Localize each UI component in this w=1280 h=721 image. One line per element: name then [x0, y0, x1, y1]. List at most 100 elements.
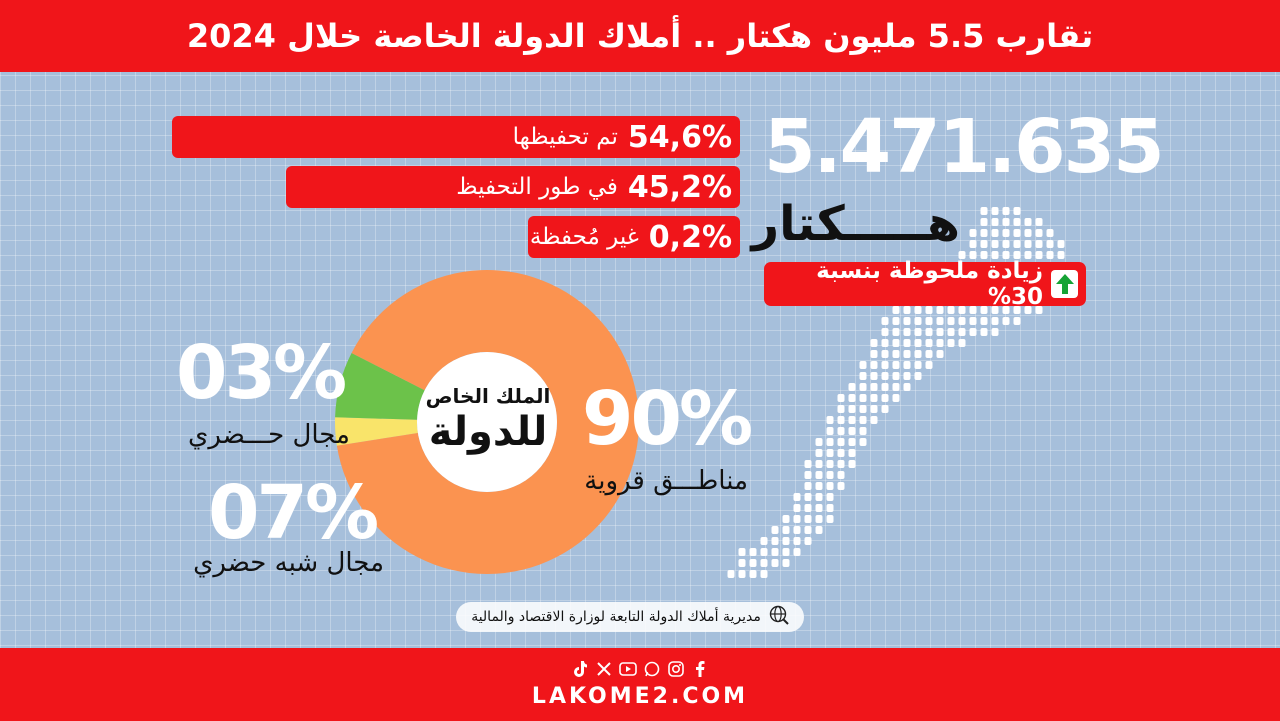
map-dot	[848, 449, 856, 457]
map-dot	[1013, 306, 1021, 314]
map-dot	[870, 416, 878, 424]
map-dot	[914, 339, 922, 347]
map-dot	[749, 548, 757, 556]
map-dot	[892, 372, 900, 380]
map-dot	[1057, 240, 1065, 248]
map-dot	[782, 548, 790, 556]
map-dot	[881, 361, 889, 369]
map-dot	[914, 328, 922, 336]
map-dot	[727, 570, 735, 578]
map-dot	[848, 394, 856, 402]
facebook-icon[interactable]	[691, 660, 709, 678]
map-dot	[793, 493, 801, 501]
map-dot	[1002, 218, 1010, 226]
map-dot	[815, 449, 823, 457]
map-dot	[892, 383, 900, 391]
map-dot	[793, 504, 801, 512]
donut-center-title: الملك الخاص للدولة	[408, 384, 568, 456]
map-dot	[980, 328, 988, 336]
source-text: مديرية أملاك الدولة التابعة لوزارة الاقت…	[471, 609, 761, 625]
pct-rural: 90%	[582, 376, 753, 462]
header-bar: تقارب 5.5 مليون هكتار .. أملاك الدولة ال…	[0, 0, 1280, 72]
map-dot	[837, 438, 845, 446]
map-dot	[804, 515, 812, 523]
map-dot	[859, 405, 867, 413]
youtube-icon[interactable]	[619, 660, 637, 678]
pct-urban: 03%	[176, 330, 347, 416]
map-dot	[991, 251, 999, 259]
map-dot	[804, 537, 812, 545]
map-dot	[969, 240, 977, 248]
map-dot	[980, 251, 988, 259]
map-dot	[1035, 218, 1043, 226]
map-dot	[969, 328, 977, 336]
map-dot	[837, 471, 845, 479]
map-dot	[969, 317, 977, 325]
x-icon[interactable]	[595, 660, 613, 678]
map-dot	[936, 339, 944, 347]
map-dot	[892, 306, 900, 314]
arrow-up-icon	[1051, 270, 1078, 298]
map-dot	[881, 339, 889, 347]
map-dot	[837, 394, 845, 402]
map-dot	[826, 460, 834, 468]
map-dot	[837, 460, 845, 468]
map-dot	[815, 482, 823, 490]
donut-center-line1: الملك الخاص	[425, 384, 551, 408]
map-dot	[826, 482, 834, 490]
map-dot	[859, 361, 867, 369]
map-dot	[1024, 240, 1032, 248]
map-dot	[848, 405, 856, 413]
caption-rural: مناطـــق قروية	[584, 466, 748, 496]
map-dot	[859, 372, 867, 380]
map-dot	[826, 515, 834, 523]
map-dot	[947, 317, 955, 325]
map-dot	[760, 537, 768, 545]
map-dot	[914, 317, 922, 325]
map-dot	[848, 416, 856, 424]
caption-suburban: مجال شبه حضري	[193, 548, 384, 578]
map-dot	[991, 306, 999, 314]
map-dot	[848, 383, 856, 391]
site-url[interactable]: LAKOME2.COM	[531, 684, 749, 709]
map-dot	[815, 493, 823, 501]
stat-bar-unregistered: 0,2% غير مُحفظة	[528, 216, 740, 258]
whatsapp-icon[interactable]	[643, 660, 661, 678]
stat-label: غير مُحفظة	[529, 224, 639, 250]
map-dot	[749, 570, 757, 578]
map-dot	[859, 438, 867, 446]
tiktok-icon[interactable]	[571, 660, 589, 678]
map-dot	[980, 240, 988, 248]
map-dot	[804, 460, 812, 468]
instagram-icon[interactable]	[667, 660, 685, 678]
map-dot	[793, 537, 801, 545]
map-dot	[870, 383, 878, 391]
caption-urban: مجال حـــضري	[188, 420, 350, 450]
map-dot	[859, 416, 867, 424]
map-dot	[870, 372, 878, 380]
map-dot	[1024, 218, 1032, 226]
map-dot	[870, 339, 878, 347]
stat-label: تم تحفيظها	[512, 124, 618, 150]
map-dot	[936, 328, 944, 336]
map-dot	[903, 328, 911, 336]
map-dot	[903, 361, 911, 369]
map-dot	[870, 394, 878, 402]
map-dot	[804, 482, 812, 490]
page-title: تقارب 5.5 مليون هكتار .. أملاك الدولة ال…	[186, 17, 1094, 55]
map-dot	[980, 317, 988, 325]
map-dot	[980, 306, 988, 314]
map-dot	[738, 548, 746, 556]
map-dot	[870, 350, 878, 358]
map-dot	[1046, 251, 1054, 259]
map-dot	[1035, 229, 1043, 237]
map-dot	[804, 504, 812, 512]
map-dot	[826, 438, 834, 446]
map-dot	[991, 317, 999, 325]
map-dot	[903, 383, 911, 391]
map-dot	[815, 504, 823, 512]
map-dot	[760, 570, 768, 578]
map-dot	[1013, 251, 1021, 259]
map-dot	[936, 317, 944, 325]
